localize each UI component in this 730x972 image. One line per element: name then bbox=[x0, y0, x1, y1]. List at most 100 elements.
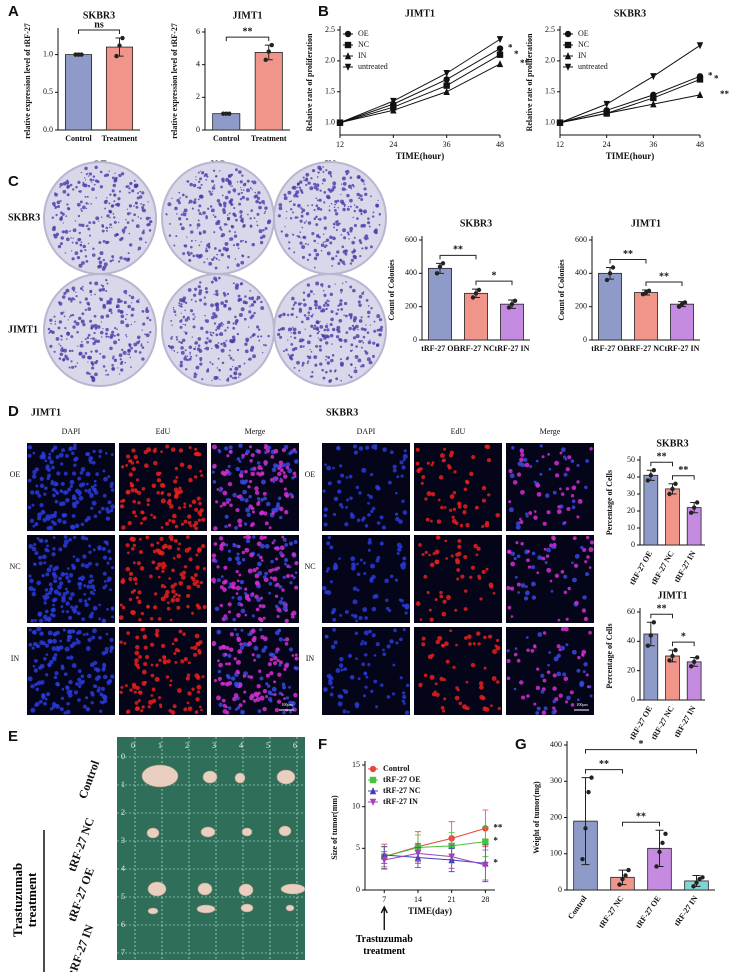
cell bbox=[150, 694, 154, 697]
colony bbox=[348, 185, 351, 187]
colony bbox=[237, 192, 241, 196]
colony bbox=[200, 241, 202, 243]
colony bbox=[63, 315, 66, 318]
colony bbox=[227, 307, 232, 311]
colony bbox=[224, 329, 227, 332]
colony bbox=[105, 369, 108, 372]
colony bbox=[351, 324, 355, 328]
colony bbox=[367, 315, 370, 318]
cell bbox=[456, 688, 460, 692]
cell bbox=[258, 669, 262, 673]
colony bbox=[84, 352, 88, 355]
colony bbox=[67, 319, 69, 321]
cell bbox=[544, 493, 550, 498]
cell bbox=[182, 632, 186, 637]
cell bbox=[227, 481, 233, 487]
colony bbox=[198, 204, 202, 208]
colony bbox=[325, 355, 328, 358]
ruler-label: 4 bbox=[239, 741, 243, 750]
colony bbox=[186, 180, 190, 183]
cell bbox=[173, 651, 177, 655]
cell bbox=[65, 709, 71, 715]
colony-plate bbox=[43, 273, 157, 387]
colony bbox=[368, 225, 371, 228]
colony bbox=[222, 201, 227, 206]
significance-label: ** bbox=[659, 271, 669, 282]
cell bbox=[216, 578, 221, 583]
cell bbox=[186, 604, 190, 609]
cell bbox=[177, 506, 182, 510]
cell bbox=[570, 494, 575, 498]
cell bbox=[214, 559, 218, 563]
column-label: EdU bbox=[156, 427, 171, 436]
colony bbox=[258, 201, 262, 205]
colony bbox=[201, 214, 203, 216]
significance-bracket bbox=[78, 29, 120, 35]
significance-label: * bbox=[492, 270, 497, 281]
colony bbox=[216, 199, 221, 203]
colony bbox=[219, 203, 223, 207]
colony bbox=[259, 236, 263, 240]
cell bbox=[379, 541, 384, 546]
significance-label: ** bbox=[623, 249, 633, 260]
cell bbox=[64, 646, 70, 652]
cell bbox=[173, 582, 178, 587]
bar bbox=[254, 52, 283, 131]
row-label: SKBR3 bbox=[8, 212, 40, 223]
cell bbox=[332, 466, 335, 470]
cell bbox=[45, 673, 49, 677]
colony bbox=[342, 228, 346, 233]
legend-label: IN bbox=[358, 51, 367, 60]
cell bbox=[353, 450, 359, 455]
colony bbox=[212, 312, 216, 316]
cell bbox=[528, 511, 533, 515]
colony bbox=[116, 203, 119, 206]
colony bbox=[277, 332, 281, 336]
colony bbox=[197, 344, 201, 347]
cell bbox=[323, 513, 328, 518]
colony bbox=[209, 331, 212, 334]
cell bbox=[219, 546, 224, 551]
colony bbox=[292, 211, 295, 214]
panel-letter: C bbox=[8, 173, 19, 190]
x-tick-label: tRF-27 IN bbox=[665, 344, 700, 353]
colony bbox=[262, 228, 265, 232]
colony bbox=[310, 314, 314, 318]
colony bbox=[71, 241, 74, 244]
colony bbox=[334, 283, 336, 285]
significance-label: * bbox=[714, 73, 719, 83]
colony bbox=[197, 337, 202, 341]
colony bbox=[232, 244, 236, 247]
cell bbox=[92, 605, 98, 611]
legend-marker bbox=[344, 63, 352, 71]
cell bbox=[31, 546, 37, 552]
colony bbox=[221, 194, 224, 197]
colony bbox=[332, 185, 336, 190]
cell bbox=[571, 561, 574, 565]
cell bbox=[423, 574, 428, 579]
cell bbox=[415, 461, 420, 466]
row-label: Control bbox=[75, 758, 102, 801]
cell bbox=[434, 549, 440, 555]
cell bbox=[35, 687, 39, 692]
colony bbox=[87, 227, 91, 231]
cell bbox=[245, 538, 251, 544]
cell bbox=[362, 607, 368, 612]
column-label: Merge bbox=[245, 427, 266, 436]
colony bbox=[68, 366, 71, 369]
x-tick-label: Control bbox=[65, 134, 92, 143]
bar bbox=[643, 474, 659, 546]
cell bbox=[32, 469, 37, 475]
colony bbox=[339, 345, 343, 348]
marker bbox=[443, 82, 450, 89]
colony bbox=[89, 178, 93, 182]
x-tick-label: tRF-27 OE bbox=[591, 344, 629, 353]
colony bbox=[111, 259, 114, 262]
colony bbox=[304, 242, 307, 245]
colony bbox=[87, 172, 89, 174]
cell bbox=[45, 514, 51, 520]
cell bbox=[120, 465, 125, 469]
cell bbox=[151, 698, 157, 704]
cell bbox=[39, 663, 45, 669]
cell bbox=[186, 593, 191, 598]
